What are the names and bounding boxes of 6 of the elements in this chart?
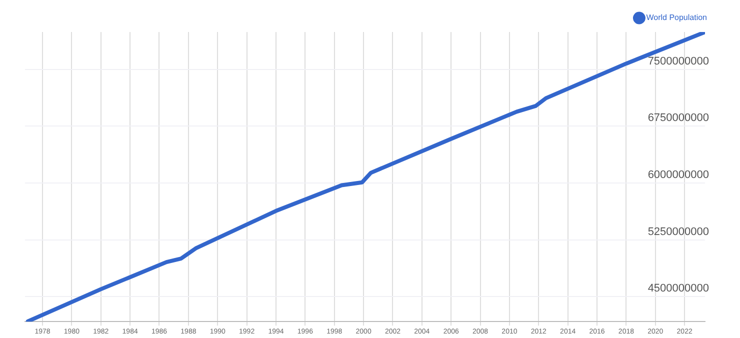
legend-label: World Population [646,13,708,22]
y-tick-label: 6750000000 [648,112,709,124]
y-tick-label: 6000000000 [648,169,709,182]
y-tick-label: 5250000000 [648,226,709,238]
y-tick-label: 4500000000 [648,282,709,295]
y-tick-label: 7500000000 [648,55,709,68]
